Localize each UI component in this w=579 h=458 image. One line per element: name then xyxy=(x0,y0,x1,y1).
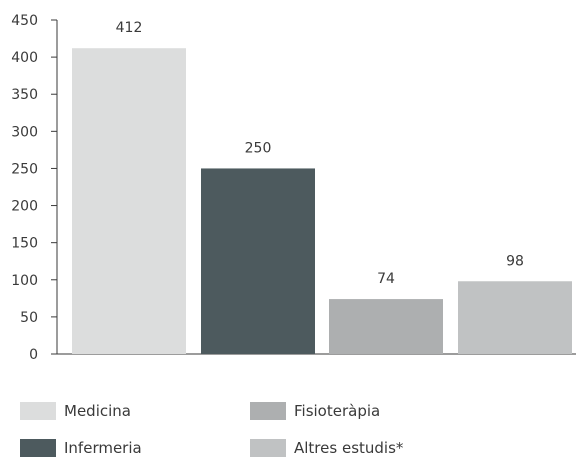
y-tick-label-250: 250 xyxy=(11,161,38,177)
y-tick-label-300: 300 xyxy=(11,124,38,140)
y-tick-label-400: 400 xyxy=(11,50,38,66)
bar-altres-estudis xyxy=(458,281,572,354)
data-label-infermeria: 250 xyxy=(245,140,272,156)
data-label-altres-estudis: 98 xyxy=(506,253,524,269)
bar-medicina xyxy=(72,48,186,355)
y-tick-label-150: 150 xyxy=(11,236,38,252)
y-tick-label-450: 450 xyxy=(11,13,38,29)
y-tick-label-50: 50 xyxy=(20,310,38,326)
y-tick-label-0: 0 xyxy=(29,347,38,363)
y-tick-label-350: 350 xyxy=(11,87,38,103)
bar-fisioter-pia xyxy=(329,299,443,354)
bar-infermeria xyxy=(201,168,315,354)
data-label-fisioter-pia: 74 xyxy=(377,271,395,287)
y-tick-label-200: 200 xyxy=(11,199,38,215)
data-label-medicina: 412 xyxy=(116,20,143,36)
y-tick-label-100: 100 xyxy=(11,273,38,289)
